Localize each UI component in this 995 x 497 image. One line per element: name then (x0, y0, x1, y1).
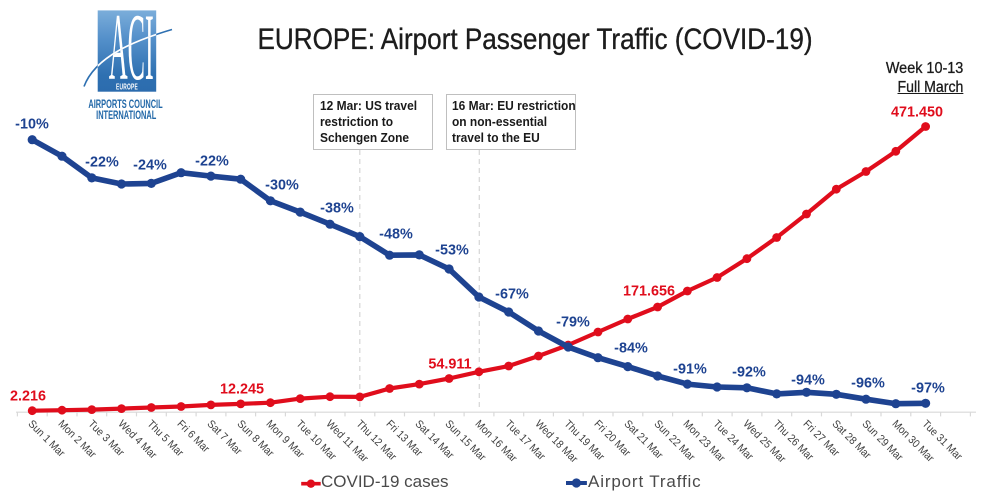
svg-text:EUROPE: EUROPE (116, 83, 138, 92)
svg-text:AIRPORTS COUNCIL: AIRPORTS COUNCIL (88, 98, 162, 111)
svg-text:INTERNATIONAL: INTERNATIONAL (96, 109, 156, 122)
